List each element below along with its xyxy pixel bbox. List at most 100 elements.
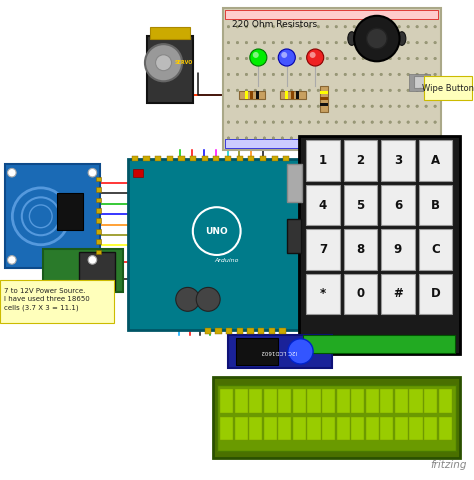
Circle shape	[236, 89, 239, 92]
Circle shape	[227, 121, 230, 123]
Circle shape	[196, 288, 220, 312]
Bar	[43, 250, 123, 292]
Bar	[306, 274, 340, 314]
Text: UNO: UNO	[205, 227, 228, 236]
Circle shape	[272, 25, 275, 28]
Bar	[287, 219, 301, 253]
Bar	[419, 141, 452, 181]
Bar	[395, 417, 408, 440]
Bar	[264, 389, 277, 413]
Text: 9: 9	[394, 243, 402, 256]
Circle shape	[227, 41, 230, 44]
Bar	[380, 417, 393, 440]
Bar	[307, 417, 320, 440]
Bar	[213, 377, 460, 458]
Bar	[237, 156, 243, 161]
Circle shape	[281, 52, 287, 58]
Circle shape	[371, 57, 374, 60]
Bar	[235, 417, 248, 440]
Circle shape	[317, 57, 319, 60]
Bar	[409, 74, 430, 91]
Circle shape	[398, 25, 401, 28]
Circle shape	[398, 73, 401, 76]
Bar	[272, 156, 278, 161]
Bar	[306, 141, 340, 181]
Bar	[249, 389, 262, 413]
Circle shape	[236, 57, 239, 60]
Circle shape	[281, 89, 284, 92]
Circle shape	[371, 25, 374, 28]
Bar	[96, 239, 101, 244]
Bar	[228, 335, 332, 368]
Circle shape	[344, 105, 346, 108]
Circle shape	[407, 137, 410, 139]
Circle shape	[290, 105, 292, 108]
Bar	[285, 91, 288, 99]
Circle shape	[272, 73, 275, 76]
Circle shape	[380, 57, 383, 60]
Circle shape	[299, 89, 301, 92]
Bar	[239, 91, 265, 99]
Bar	[366, 417, 379, 440]
Circle shape	[263, 73, 266, 76]
Circle shape	[263, 25, 266, 28]
Bar	[337, 417, 350, 440]
Text: Wipe Button: Wipe Button	[422, 84, 474, 93]
Circle shape	[407, 25, 410, 28]
Bar	[225, 156, 231, 161]
Circle shape	[398, 89, 401, 92]
Bar	[322, 417, 335, 440]
Bar	[410, 417, 423, 440]
Bar	[57, 193, 83, 230]
Circle shape	[344, 41, 346, 44]
Bar	[178, 156, 184, 161]
Circle shape	[326, 137, 328, 139]
Bar	[79, 252, 115, 290]
Circle shape	[299, 137, 301, 139]
Text: #: #	[393, 288, 403, 300]
Bar	[381, 274, 415, 314]
Circle shape	[362, 73, 365, 76]
Bar	[293, 417, 306, 440]
Circle shape	[416, 89, 419, 92]
Text: 2: 2	[356, 154, 365, 167]
Bar	[278, 389, 292, 413]
Bar	[217, 384, 456, 451]
Circle shape	[366, 28, 387, 49]
Circle shape	[308, 73, 310, 76]
Text: A: A	[431, 154, 440, 167]
Circle shape	[362, 105, 365, 108]
Bar	[438, 417, 452, 440]
Circle shape	[344, 137, 346, 139]
Bar	[96, 208, 101, 213]
Circle shape	[308, 105, 310, 108]
Bar	[223, 8, 441, 150]
Circle shape	[281, 25, 284, 28]
Circle shape	[362, 41, 365, 44]
Bar	[96, 250, 101, 254]
Circle shape	[272, 137, 275, 139]
Text: SERVO: SERVO	[174, 60, 192, 65]
Bar	[344, 141, 377, 181]
Bar	[96, 218, 101, 223]
Circle shape	[308, 121, 310, 123]
Bar	[144, 156, 150, 161]
Circle shape	[362, 137, 365, 139]
Circle shape	[308, 57, 310, 60]
Circle shape	[362, 25, 365, 28]
Circle shape	[88, 256, 97, 264]
Bar	[291, 91, 294, 99]
Text: *: *	[320, 288, 326, 300]
Bar	[132, 156, 138, 161]
Circle shape	[254, 137, 257, 139]
Bar	[190, 156, 196, 161]
Circle shape	[353, 89, 356, 92]
Bar	[344, 274, 377, 314]
Circle shape	[398, 105, 401, 108]
Circle shape	[380, 41, 383, 44]
Bar	[419, 229, 452, 270]
Bar	[201, 156, 208, 161]
Circle shape	[281, 121, 284, 123]
Circle shape	[236, 105, 239, 108]
Circle shape	[362, 89, 365, 92]
